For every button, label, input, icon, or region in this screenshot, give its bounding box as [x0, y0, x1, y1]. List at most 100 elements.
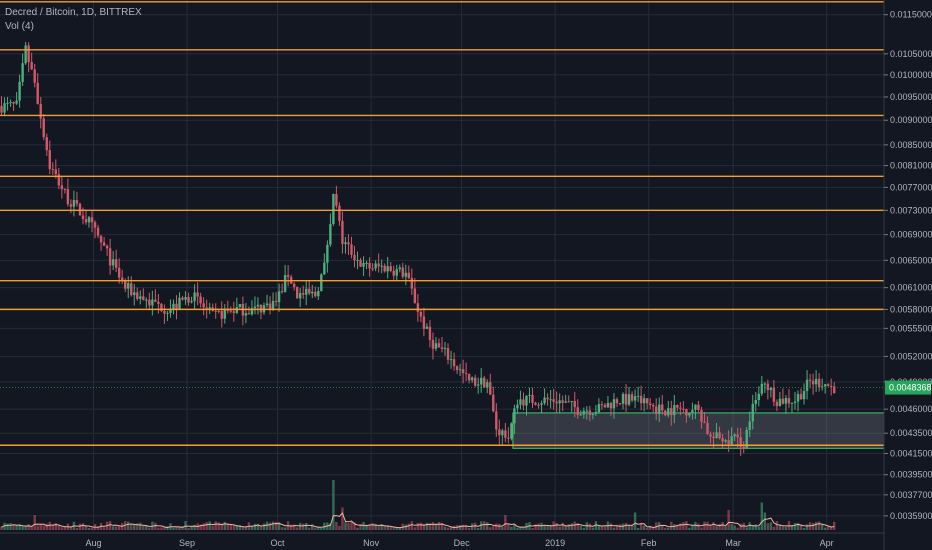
volume-bar: [531, 527, 534, 530]
candle-body: [160, 303, 163, 311]
candle-body: [359, 259, 362, 267]
candle-body: [184, 297, 187, 300]
volume-bar: [190, 526, 193, 530]
volume-bar: [676, 524, 679, 530]
candle-body: [531, 394, 534, 403]
volume-bar: [522, 527, 525, 530]
volume-bar: [651, 527, 655, 530]
candle-body: [455, 366, 459, 371]
volume-bar: [492, 525, 495, 530]
candle-body: [365, 262, 368, 264]
time-tick-label: Apr: [820, 538, 834, 548]
volume-bar: [775, 521, 779, 530]
candle-body: [292, 283, 296, 288]
volume-bar: [184, 521, 187, 530]
candle-body: [561, 400, 564, 403]
volume-bar: [691, 525, 694, 530]
volume-bar: [754, 524, 757, 530]
candle-body: [332, 193, 335, 225]
volume-bar: [15, 524, 18, 530]
volume-bar: [84, 525, 88, 530]
candle-body: [443, 348, 447, 350]
candle-body: [9, 102, 12, 104]
volume-bar: [268, 522, 272, 530]
candle-body: [434, 343, 438, 349]
candle-body: [658, 404, 661, 415]
candle-body: [833, 386, 836, 394]
volume-bar: [232, 525, 236, 530]
volume-bar: [217, 522, 220, 530]
price-axis-panel: [884, 0, 932, 550]
candle-body: [543, 397, 546, 404]
candle-body: [489, 382, 492, 395]
volume-bar: [416, 522, 420, 530]
time-tick-label: 2019: [545, 538, 565, 548]
volume-bar: [3, 522, 6, 530]
volume-bar: [69, 527, 73, 530]
candle-body: [585, 410, 589, 412]
volume-bar: [600, 525, 604, 530]
candle-body: [787, 398, 791, 404]
candle-body: [458, 369, 462, 371]
candle-body: [664, 410, 667, 416]
candle-body: [33, 69, 36, 83]
candle-body: [99, 235, 103, 243]
candle-body: [507, 437, 510, 439]
volume-bar: [473, 522, 477, 530]
candle-body: [715, 432, 718, 438]
candle-body: [69, 204, 73, 207]
time-tick-label: Aug: [86, 538, 102, 548]
volume-bar: [516, 527, 519, 530]
volume-bar: [374, 523, 377, 530]
volume-bar: [579, 525, 582, 530]
volume-bar: [283, 527, 287, 530]
candle-body: [760, 383, 764, 394]
volume-bar: [253, 523, 257, 530]
volume-bar: [703, 521, 706, 530]
volume-bar: [24, 525, 27, 530]
candle-body: [250, 308, 254, 315]
candle-body: [93, 222, 97, 228]
volume-bar: [567, 524, 570, 530]
candle-body: [15, 100, 18, 104]
candle-body: [244, 313, 248, 316]
candle-body: [196, 292, 199, 297]
candle-body: [199, 296, 202, 304]
volume-bar: [265, 521, 269, 530]
volume-bar: [661, 525, 664, 530]
volume-bar: [163, 526, 166, 530]
volume-bar: [820, 524, 824, 530]
volume-bar: [627, 525, 631, 530]
candle-body: [600, 404, 604, 406]
candle-body: [3, 103, 6, 113]
volume-bar: [766, 523, 770, 530]
volume-bar: [679, 523, 682, 530]
volume-bar: [214, 521, 217, 530]
candle-body: [238, 303, 242, 308]
candle-body: [286, 275, 290, 277]
volume-bar: [111, 526, 115, 530]
candle-body: [157, 301, 160, 304]
candle-body: [721, 438, 724, 442]
candle-body: [781, 398, 785, 404]
candle-body: [655, 406, 658, 415]
volume-bar: [814, 521, 818, 530]
volume-bar: [389, 526, 392, 530]
volume-bar: [9, 523, 12, 530]
candle-body: [452, 359, 456, 367]
candle-body: [676, 405, 679, 408]
candle-body: [136, 292, 139, 299]
candle-body: [151, 299, 154, 306]
volume-bar: [597, 525, 601, 530]
candle-body: [12, 102, 15, 104]
volume-bar: [712, 522, 715, 530]
candle-body: [642, 398, 646, 404]
candle-body: [534, 402, 537, 405]
candle-body: [796, 394, 800, 402]
candle-body: [353, 254, 356, 261]
candle-body: [323, 262, 326, 275]
candle-body: [208, 307, 211, 309]
